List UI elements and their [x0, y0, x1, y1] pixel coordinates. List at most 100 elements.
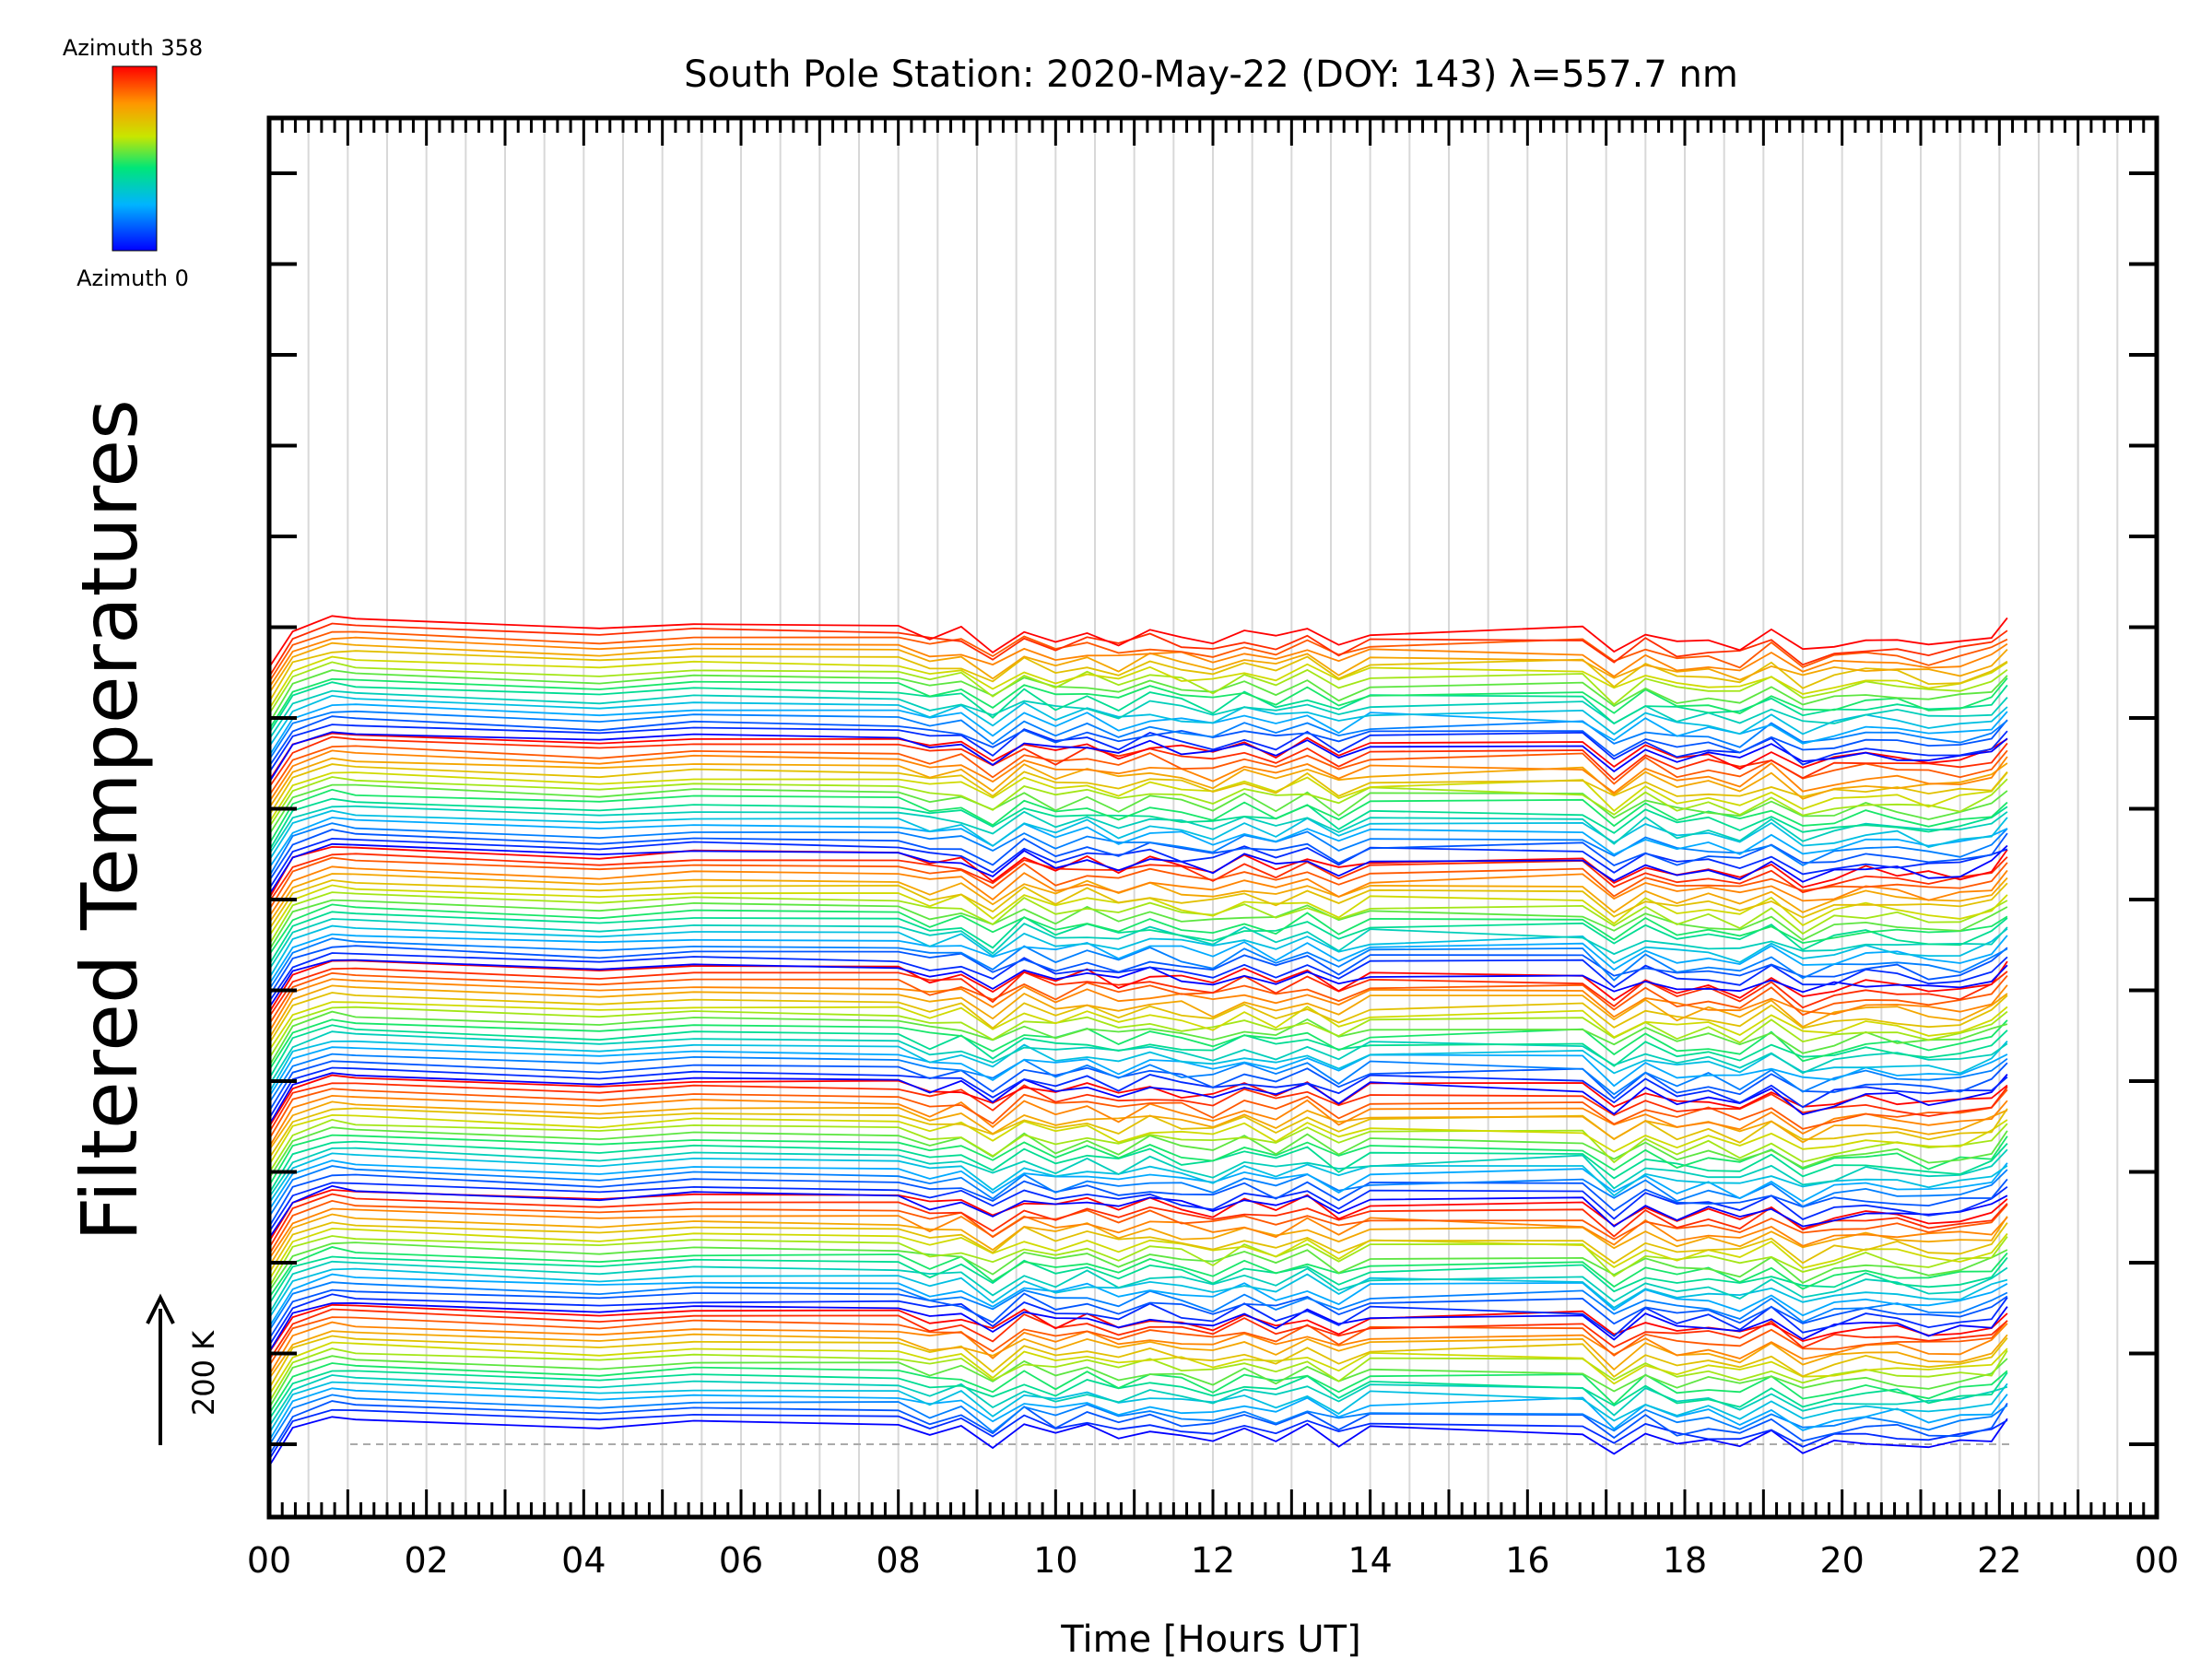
series-line: [268, 783, 2008, 835]
series-line: [268, 1018, 2008, 1071]
series-line: [268, 1010, 2008, 1067]
series-line: [268, 1199, 2008, 1255]
series-line: [268, 891, 2008, 946]
series-line: [268, 1301, 2008, 1353]
series-line: [268, 1072, 2008, 1125]
series-line: [268, 1024, 2008, 1079]
series-line: [268, 1053, 2008, 1104]
series-line: [268, 636, 2008, 688]
series-line: [268, 1094, 2008, 1148]
colorbar-top-label: Azimuth 358: [63, 35, 203, 61]
x-tick-labels: 00 02 04 06 08 10 12 14 16 18 20 22 00: [247, 1540, 2179, 1581]
series-line: [268, 1303, 2008, 1353]
series-line: [268, 1416, 2008, 1467]
vertical-grid: [307, 118, 2119, 1517]
series-line: [268, 829, 2008, 882]
series-line: [268, 731, 2008, 783]
series-line: [268, 655, 2008, 710]
series-line: [268, 1001, 2008, 1052]
series-line: [268, 1288, 2008, 1340]
series-line: [268, 715, 2008, 768]
series-line: [268, 1221, 2008, 1274]
series-line: [268, 1370, 2008, 1420]
series-line: [268, 853, 2008, 903]
x-tick-label: 16: [1505, 1540, 1549, 1581]
series-line: [268, 1006, 2008, 1059]
series-line: [268, 1267, 2008, 1319]
series-line: [268, 1330, 2008, 1380]
series-line: [268, 873, 2008, 924]
series-line: [268, 771, 2008, 823]
series-line: [268, 776, 2008, 828]
series-line: [268, 1113, 2008, 1166]
series-line: [268, 952, 2008, 1003]
series-line: [268, 1341, 2008, 1395]
series-line: [268, 865, 2008, 918]
series-line: [268, 1400, 2008, 1456]
series-line: [268, 1030, 2008, 1086]
x-tick-label: 04: [561, 1540, 606, 1581]
x-tick-label: 00: [2135, 1540, 2179, 1581]
series-line: [268, 745, 2008, 796]
series-line: [268, 1147, 2008, 1198]
series-line: [268, 703, 2008, 757]
series-line: [268, 924, 2008, 979]
series-line: [268, 884, 2008, 937]
series-line: [268, 1134, 2008, 1186]
series-line: [268, 856, 2008, 911]
series-line: [268, 1140, 2008, 1194]
series-line: [268, 1173, 2008, 1228]
series-line: [268, 1246, 2008, 1299]
series-line: [268, 842, 2008, 896]
series-line: [268, 650, 2008, 703]
series-line: [268, 967, 2008, 1018]
colorbar-bottom-label: Azimuth 0: [76, 265, 189, 291]
series-line: [268, 879, 2008, 930]
series-line: [268, 1126, 2008, 1179]
series-line: [268, 1387, 2008, 1441]
x-tick-label: 14: [1347, 1540, 1392, 1581]
series-line: [268, 669, 2008, 724]
series-line: [268, 1362, 2008, 1415]
series-line: [268, 1088, 2008, 1140]
series-line: [268, 1355, 2008, 1409]
series-line: [268, 809, 2008, 861]
series-line: [268, 1213, 2008, 1267]
series-line: [268, 689, 2008, 740]
x-tick-label: 18: [1663, 1540, 1707, 1581]
series-line: [268, 984, 2008, 1040]
series-line: [268, 1040, 2008, 1093]
series-line: [268, 933, 2008, 985]
series-line: [268, 903, 2008, 956]
series-line: [268, 1273, 2008, 1328]
scale-bar-label: 200 K: [186, 1330, 221, 1416]
series-line: [268, 677, 2008, 730]
series-line: [268, 837, 2008, 889]
series-line: [268, 630, 2008, 683]
series-line: [268, 918, 2008, 971]
x-tick-label: 22: [1977, 1540, 2021, 1581]
series-line: [268, 911, 2008, 965]
series-line: [268, 1241, 2008, 1292]
series-line: [268, 694, 2008, 747]
series-line: [268, 817, 2008, 869]
series-line: [268, 1066, 2008, 1120]
series-line: [268, 749, 2008, 803]
series-line: [268, 622, 2008, 677]
series-line: [268, 805, 2008, 855]
x-tick-label: 20: [1819, 1540, 1864, 1581]
series-line: [268, 1293, 2008, 1347]
chart-title: South Pole Station: 2020-May-22 (DOY: 14…: [684, 53, 1738, 96]
series-line: [268, 1316, 2008, 1367]
series-line: [268, 1321, 2008, 1376]
series-line: [268, 1184, 2008, 1239]
series-line: [268, 1082, 2008, 1134]
axis-ticks: [267, 118, 2159, 1517]
series-line: [268, 959, 2008, 1008]
series-line: [268, 735, 2008, 788]
series-line: [268, 724, 2008, 773]
series-line: [268, 1347, 2008, 1403]
x-axis-label: Time [Hours UT]: [1060, 1618, 1360, 1659]
colorbar: [112, 65, 158, 252]
series-line: [268, 1100, 2008, 1151]
